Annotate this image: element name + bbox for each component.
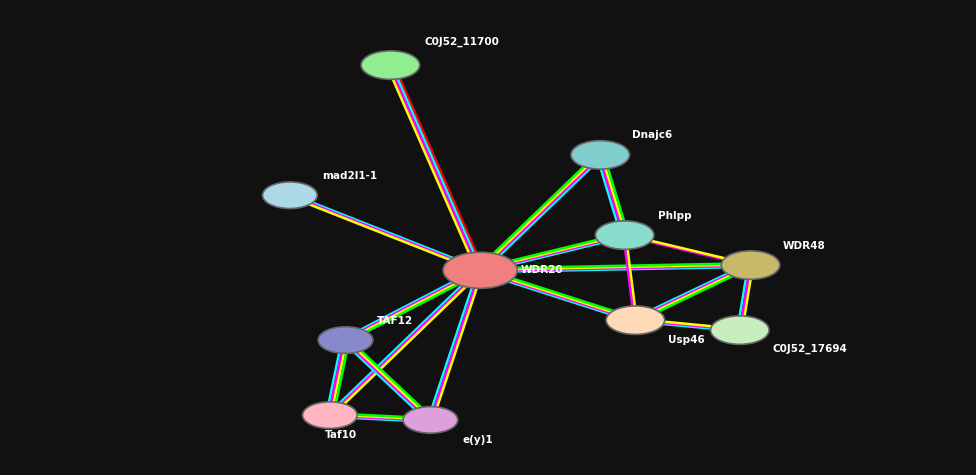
Text: WDR48: WDR48 bbox=[783, 241, 826, 251]
Circle shape bbox=[303, 402, 357, 428]
Text: Usp46: Usp46 bbox=[668, 335, 705, 345]
Text: mad2l1-1: mad2l1-1 bbox=[322, 171, 377, 181]
Circle shape bbox=[721, 251, 780, 279]
Text: WDR20: WDR20 bbox=[521, 265, 564, 275]
Circle shape bbox=[443, 252, 517, 288]
Circle shape bbox=[403, 407, 458, 433]
Circle shape bbox=[263, 182, 317, 209]
Circle shape bbox=[571, 141, 630, 169]
Circle shape bbox=[361, 51, 420, 79]
Text: e(y)1: e(y)1 bbox=[463, 435, 493, 445]
Text: Dnajc6: Dnajc6 bbox=[632, 130, 672, 140]
Text: TAF12: TAF12 bbox=[377, 316, 413, 326]
Circle shape bbox=[595, 221, 654, 249]
Circle shape bbox=[711, 316, 769, 344]
Text: C0J52_11700: C0J52_11700 bbox=[425, 37, 500, 48]
Circle shape bbox=[606, 306, 665, 334]
Circle shape bbox=[318, 327, 373, 353]
Text: Phlpp: Phlpp bbox=[658, 211, 691, 221]
Text: Taf10: Taf10 bbox=[325, 430, 357, 440]
Text: C0J52_17694: C0J52_17694 bbox=[772, 344, 847, 354]
